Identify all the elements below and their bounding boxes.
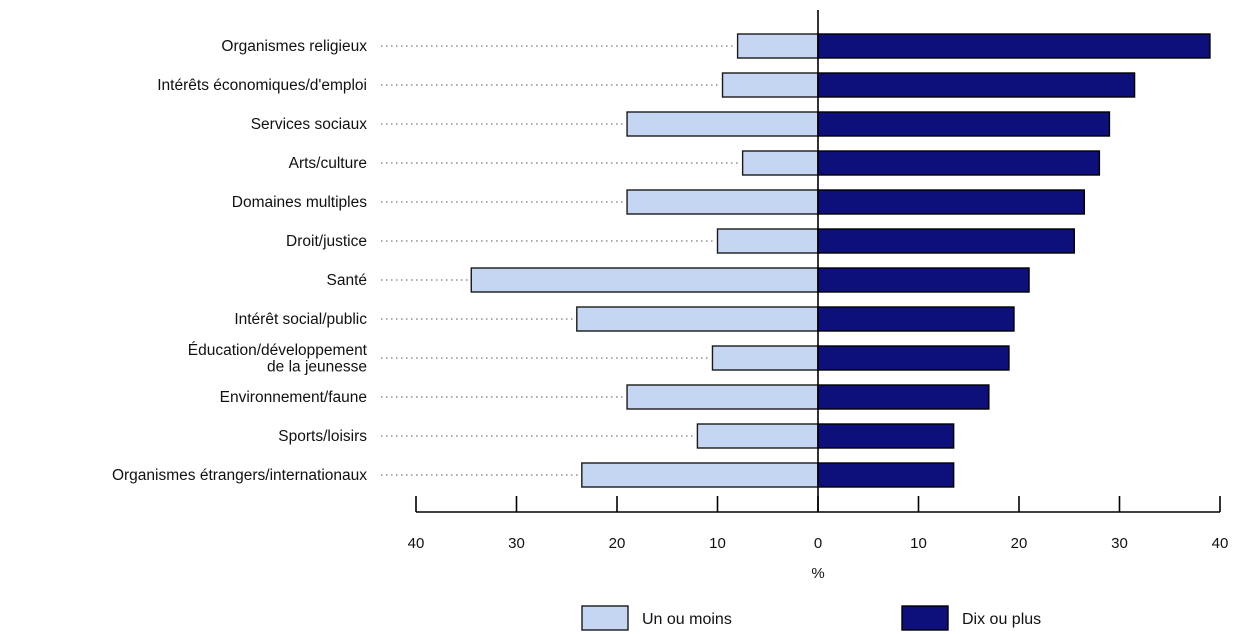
bar-un-ou-moins-sports-loisirs [697,424,818,448]
bar-un-ou-moins-organismes-etrangers-internationaux [582,463,818,487]
bar-un-ou-moins-education-developpement-de-la-jeunesse [712,346,818,370]
bar-un-ou-moins-organismes-religieux [738,34,818,58]
bar-dix-ou-plus-sante [818,268,1029,292]
category-label-interet-social-public: Intérêt social/public [234,311,367,328]
bar-dix-ou-plus-domaines-multiples [818,190,1084,214]
x-tick-label: 0 [814,535,822,552]
dotted-leaders [381,46,741,475]
bar-dix-ou-plus-interets-economiques-d-emploi [818,73,1135,97]
x-tick-label: 30 [1111,535,1128,552]
legend-label-un-ou-moins: Un ou moins [642,611,732,628]
bar-un-ou-moins-services-sociaux [627,112,818,136]
category-label-domaines-multiples: Domaines multiples [232,194,367,211]
bar-dix-ou-plus-organismes-etrangers-internationaux [818,463,954,487]
category-label-education-developpement-de-la-jeunesse-line-2: de la jeunesse [267,358,367,375]
legend-swatch-un-ou-moins [582,606,628,630]
category-label-education-developpement-de-la-jeunesse-line-1: Éducation/développement [188,342,368,359]
bar-dix-ou-plus-arts-culture [818,151,1099,175]
bar-un-ou-moins-interets-economiques-d-emploi [723,73,818,97]
category-label-sports-loisirs: Sports/loisirs [278,428,367,445]
x-axis-label: % [811,565,824,582]
bar-un-ou-moins-droit-justice [718,229,819,253]
x-tick-label: 10 [910,535,927,552]
bar-dix-ou-plus-droit-justice [818,229,1074,253]
bar-un-ou-moins-interet-social-public [577,307,818,331]
x-tick-label: 10 [709,535,726,552]
category-label-arts-culture: Arts/culture [289,155,367,172]
x-tick-label: 20 [1011,535,1028,552]
x-tick-label: 40 [1212,535,1229,552]
bars [471,34,1210,487]
bar-un-ou-moins-domaines-multiples [627,190,818,214]
bar-un-ou-moins-arts-culture [743,151,818,175]
bar-dix-ou-plus-sports-loisirs [818,424,954,448]
x-tick-label: 30 [508,535,525,552]
bar-dix-ou-plus-organismes-religieux [818,34,1210,58]
category-label-interets-economiques-d-emploi: Intérêts économiques/d'emploi [157,77,367,94]
bar-dix-ou-plus-education-developpement-de-la-jeunesse [818,346,1009,370]
x-tick-label: 40 [408,535,425,552]
bar-dix-ou-plus-interet-social-public [818,307,1014,331]
category-label-organismes-religieux: Organismes religieux [221,38,367,55]
category-label-organismes-etrangers-internationaux: Organismes étrangers/internationaux [112,467,367,484]
bar-dix-ou-plus-services-sociaux [818,112,1109,136]
x-tick-label: 20 [609,535,626,552]
category-label-environnement-faune: Environnement/faune [220,389,367,406]
bar-dix-ou-plus-environnement-faune [818,385,989,409]
legend: Un ou moins Dix ou plus [582,606,1041,630]
category-label-droit-justice: Droit/justice [286,233,367,250]
legend-swatch-dix-ou-plus [902,606,948,630]
category-label-sante: Santé [326,272,367,289]
category-label-services-sociaux: Services sociaux [251,116,368,133]
legend-label-dix-ou-plus: Dix ou plus [962,611,1041,628]
x-axis: 40 30 20 10 0 10 20 30 40 [408,496,1229,552]
category-labels: Organismes religieux Intérêts économiques… [112,38,368,484]
bar-un-ou-moins-environnement-faune [627,385,818,409]
bar-un-ou-moins-sante [471,268,818,292]
